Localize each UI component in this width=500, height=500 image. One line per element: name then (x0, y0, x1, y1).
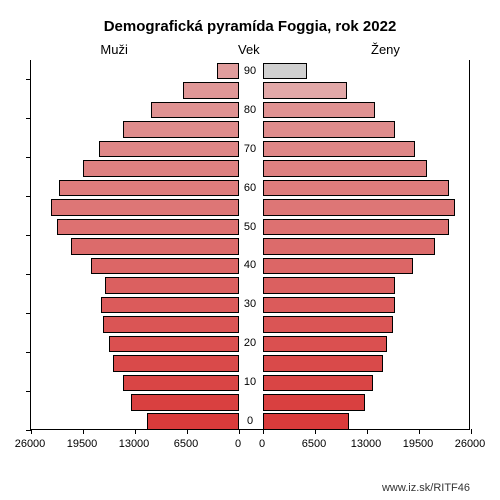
male-bar (103, 316, 239, 333)
y-tick-mark (26, 352, 31, 353)
female-bar (263, 297, 395, 314)
y-tick-label: 80 (240, 104, 260, 116)
female-bar (263, 355, 383, 372)
female-bar (263, 336, 387, 353)
x-tick-mark (315, 429, 316, 434)
chart-title: Demografická pyramída Foggia, rok 2022 (0, 18, 500, 35)
female-bar (263, 277, 395, 294)
x-tick-label: 6500 (174, 438, 198, 450)
y-tick-mark (26, 79, 31, 80)
female-bar (263, 160, 427, 177)
male-bar (101, 297, 239, 314)
male-bar (123, 375, 239, 392)
x-tick-label: 19500 (403, 438, 434, 450)
y-tick-mark (26, 118, 31, 119)
male-bar (147, 413, 239, 430)
male-bar (109, 336, 239, 353)
female-bar (263, 375, 373, 392)
y-tick-label: 90 (240, 65, 260, 77)
male-bar (71, 238, 239, 255)
male-bar (99, 141, 239, 158)
x-tick-label: 19500 (67, 438, 98, 450)
x-tick-mark (135, 429, 136, 434)
y-tick-label: 60 (240, 182, 260, 194)
male-label: Muži (100, 42, 127, 57)
male-bar (123, 121, 239, 138)
y-tick-label: 0 (240, 415, 260, 427)
female-bar (263, 63, 307, 80)
female-bar (263, 413, 349, 430)
x-tick-label: 13000 (351, 438, 382, 450)
female-bar (263, 121, 395, 138)
x-tick-mark (367, 429, 368, 434)
female-bar (263, 258, 413, 275)
female-bar (263, 102, 375, 119)
female-bar (263, 199, 455, 216)
y-tick-mark (26, 313, 31, 314)
x-tick-mark (239, 429, 240, 434)
y-tick-label: 70 (240, 143, 260, 155)
female-bar (263, 82, 347, 99)
y-tick-label: 10 (240, 376, 260, 388)
male-bar (83, 160, 239, 177)
x-tick-label: 6500 (302, 438, 326, 450)
female-bar (263, 141, 415, 158)
female-bar (263, 219, 449, 236)
y-tick-label: 40 (240, 259, 260, 271)
male-bar (51, 199, 239, 216)
x-tick-label: 0 (259, 438, 265, 450)
male-bar (105, 277, 239, 294)
x-tick-mark (31, 429, 32, 434)
female-bar (263, 394, 365, 411)
x-tick-label: 0 (235, 438, 241, 450)
x-tick-mark (471, 429, 472, 434)
male-bar (183, 82, 239, 99)
y-tick-mark (26, 157, 31, 158)
age-label: Vek (238, 42, 260, 57)
female-label: Ženy (371, 42, 400, 57)
male-bar (151, 102, 239, 119)
y-tick-label: 30 (240, 298, 260, 310)
x-tick-mark (187, 429, 188, 434)
male-bar (113, 355, 239, 372)
male-bar (131, 394, 239, 411)
x-tick-mark (419, 429, 420, 434)
male-bar (59, 180, 239, 197)
x-tick-label: 26000 (455, 438, 486, 450)
x-tick-mark (83, 429, 84, 434)
y-tick-mark (26, 274, 31, 275)
y-tick-label: 20 (240, 337, 260, 349)
male-bar (57, 219, 239, 236)
y-tick-mark (26, 391, 31, 392)
y-tick-mark (26, 196, 31, 197)
x-tick-label: 26000 (15, 438, 46, 450)
male-bar (217, 63, 239, 80)
x-tick-label: 13000 (119, 438, 150, 450)
y-tick-label: 50 (240, 221, 260, 233)
female-bar (263, 180, 449, 197)
female-bar (263, 316, 393, 333)
source-text: www.iz.sk/RITF46 (382, 482, 470, 494)
female-bar (263, 238, 435, 255)
y-tick-mark (26, 430, 31, 431)
y-tick-mark (26, 235, 31, 236)
male-bar (91, 258, 239, 275)
pyramid-chart: Demografická pyramída Foggia, rok 2022 M… (0, 0, 500, 500)
x-tick-mark (263, 429, 264, 434)
